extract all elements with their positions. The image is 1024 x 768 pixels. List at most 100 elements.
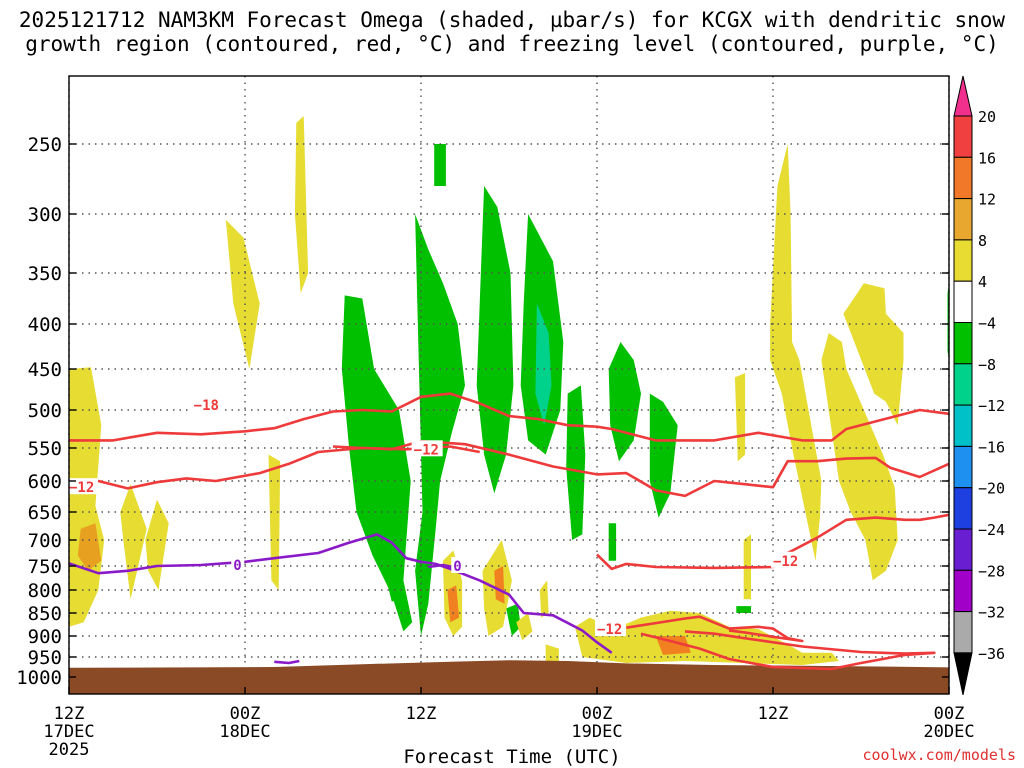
dendritic-contour-label-bg-3 xyxy=(771,551,802,568)
x-tick-label-12-1: 18DEC xyxy=(219,722,270,742)
dendritic-contour-label-4: −12 xyxy=(597,622,622,638)
omega-region-23 xyxy=(494,566,505,604)
omega-region-30 xyxy=(770,144,822,561)
colorbar-label-7: −12 xyxy=(978,397,1005,415)
colorbar-label-4: 4 xyxy=(978,273,987,291)
omega-region-16 xyxy=(649,393,678,518)
dendritic-contour-line-3 xyxy=(596,513,949,571)
colorbar-label-5: −4 xyxy=(978,315,996,333)
x-tick-label-36-1: 19DEC xyxy=(571,722,622,742)
y-tick-label-800: 800 xyxy=(28,580,62,602)
y-tick-label-500: 500 xyxy=(28,400,62,422)
freezing-contour-label-1: 0 xyxy=(453,559,461,575)
omega-region-13 xyxy=(535,303,552,426)
x-tick-label-60-0: 00Z xyxy=(934,704,965,724)
freezing-contour-line-0 xyxy=(69,533,613,654)
y-tick-label-250: 250 xyxy=(28,134,62,156)
x-tick-label-0-1: 17DEC xyxy=(43,722,94,742)
y-tick-label-300: 300 xyxy=(28,204,62,226)
y-tick-label-700: 700 xyxy=(28,530,62,552)
y-tick-label-650: 650 xyxy=(28,502,62,524)
colorbar-swatch-10 xyxy=(953,487,973,530)
omega-region-25 xyxy=(539,580,549,618)
colorbar-swatch-5 xyxy=(953,280,973,324)
y-tick-label-900: 900 xyxy=(28,626,62,648)
colorbar-label-13: −36 xyxy=(978,645,1005,663)
colorbar-swatch-13 xyxy=(953,611,973,654)
omega-region-24 xyxy=(516,613,533,641)
omega-region-26 xyxy=(545,644,559,665)
omega-region-21 xyxy=(447,585,460,623)
omega-region-14 xyxy=(566,385,586,540)
x-tick-label-48-0: 12Z xyxy=(758,704,789,724)
x-tick-label-36-0: 00Z xyxy=(582,704,613,724)
dendritic-contour-label-1: −12 xyxy=(69,480,94,496)
y-tick-label-750: 750 xyxy=(28,556,62,578)
omega-region-6 xyxy=(268,454,281,590)
credit-link[interactable]: coolwx.com/models xyxy=(862,746,1016,764)
colorbar-swatch-6 xyxy=(953,322,973,365)
omega-region-1 xyxy=(77,523,102,571)
colorbar-label-3: 8 xyxy=(978,232,987,250)
colorbar-swatch-4 xyxy=(953,239,973,282)
dendritic-contour-label-bg-1 xyxy=(69,478,98,495)
omega-region-8 xyxy=(384,570,404,602)
omega-region-35 xyxy=(736,606,751,613)
y-tick-label-350: 350 xyxy=(28,263,62,285)
x-tick-label-0-2: 2025 xyxy=(49,740,90,760)
freezing-contour-line-2 xyxy=(274,659,300,665)
colorbar-swatch-3 xyxy=(953,198,973,241)
colorbar-swatch-1 xyxy=(953,115,973,158)
colorbar-label-10: −24 xyxy=(978,521,1005,539)
y-tick-label-850: 850 xyxy=(28,603,62,625)
ground-terrain xyxy=(69,660,949,694)
axes: 2503003504004505005506006507007508008509… xyxy=(16,75,975,760)
colorbar-label-11: −28 xyxy=(978,562,1005,580)
colorbar-arrow-bottom xyxy=(953,652,973,696)
y-tick-label-950: 950 xyxy=(28,647,62,669)
colorbar-swatch-7 xyxy=(953,363,973,406)
colorbar-arrow-top xyxy=(953,75,973,117)
colorbar: 20 16 12 8 4 −4 −8 −12 −16 −20 −24 −28 −32 −36 xyxy=(953,75,1005,696)
dendritic-contour-label-0: −18 xyxy=(194,398,219,414)
dendritic-contour-label-bg-4 xyxy=(595,620,626,637)
colorbar-label-2: 12 xyxy=(978,191,996,209)
omega-region-5 xyxy=(294,116,309,294)
omega-region-19 xyxy=(506,603,521,636)
omega-region-10 xyxy=(434,144,446,186)
omega-region-2 xyxy=(120,484,147,600)
y-tick-label-550: 550 xyxy=(28,438,62,460)
y-tick-label-450: 450 xyxy=(28,359,62,381)
dendritic-contour-line-1 xyxy=(69,439,949,498)
colorbar-label-8: −16 xyxy=(978,438,1005,456)
y-tick-label-600: 600 xyxy=(28,471,62,493)
colorbar-swatch-2 xyxy=(953,156,973,200)
freezing-contour-label-0: 0 xyxy=(233,558,241,574)
dendritic-contour-line-4 xyxy=(626,615,804,643)
colorbar-label-6: −8 xyxy=(978,356,996,374)
freezing-contour-line-1 xyxy=(428,563,455,569)
y-tick-label-1000: 1000 xyxy=(16,667,62,689)
dendritic-contour-label-3: −12 xyxy=(773,554,798,570)
freezing-contour-label-bg-0 xyxy=(231,555,245,572)
omega-region-11 xyxy=(476,186,514,494)
omega-region-17 xyxy=(608,523,617,561)
colorbar-swatch-9 xyxy=(953,445,973,489)
dendritic-contour-label-2: −12 xyxy=(414,442,439,458)
omega-region-31 xyxy=(843,283,904,426)
colorbar-label-0: 20 xyxy=(978,108,996,126)
omega-region-33 xyxy=(734,373,746,462)
dendritic-contour-line-5 xyxy=(640,630,936,671)
x-tick-label-24-0: 12Z xyxy=(406,704,437,724)
ground-layer xyxy=(69,660,949,694)
dendritic-contour-line-2 xyxy=(332,445,480,454)
colorbar-label-12: −32 xyxy=(978,604,1005,622)
colorbar-swatch-12 xyxy=(953,569,973,613)
colorbar-label-9: −20 xyxy=(978,480,1005,498)
chart-title-line2: growth region (contoured, red, °C) and f… xyxy=(25,32,999,56)
dendritic-contour-label-bg-2 xyxy=(411,440,443,457)
y-tick-label-400: 400 xyxy=(28,314,62,336)
x-axis-title: Forecast Time (UTC) xyxy=(403,746,621,768)
x-tick-label-60-1: 20DEC xyxy=(923,722,974,742)
